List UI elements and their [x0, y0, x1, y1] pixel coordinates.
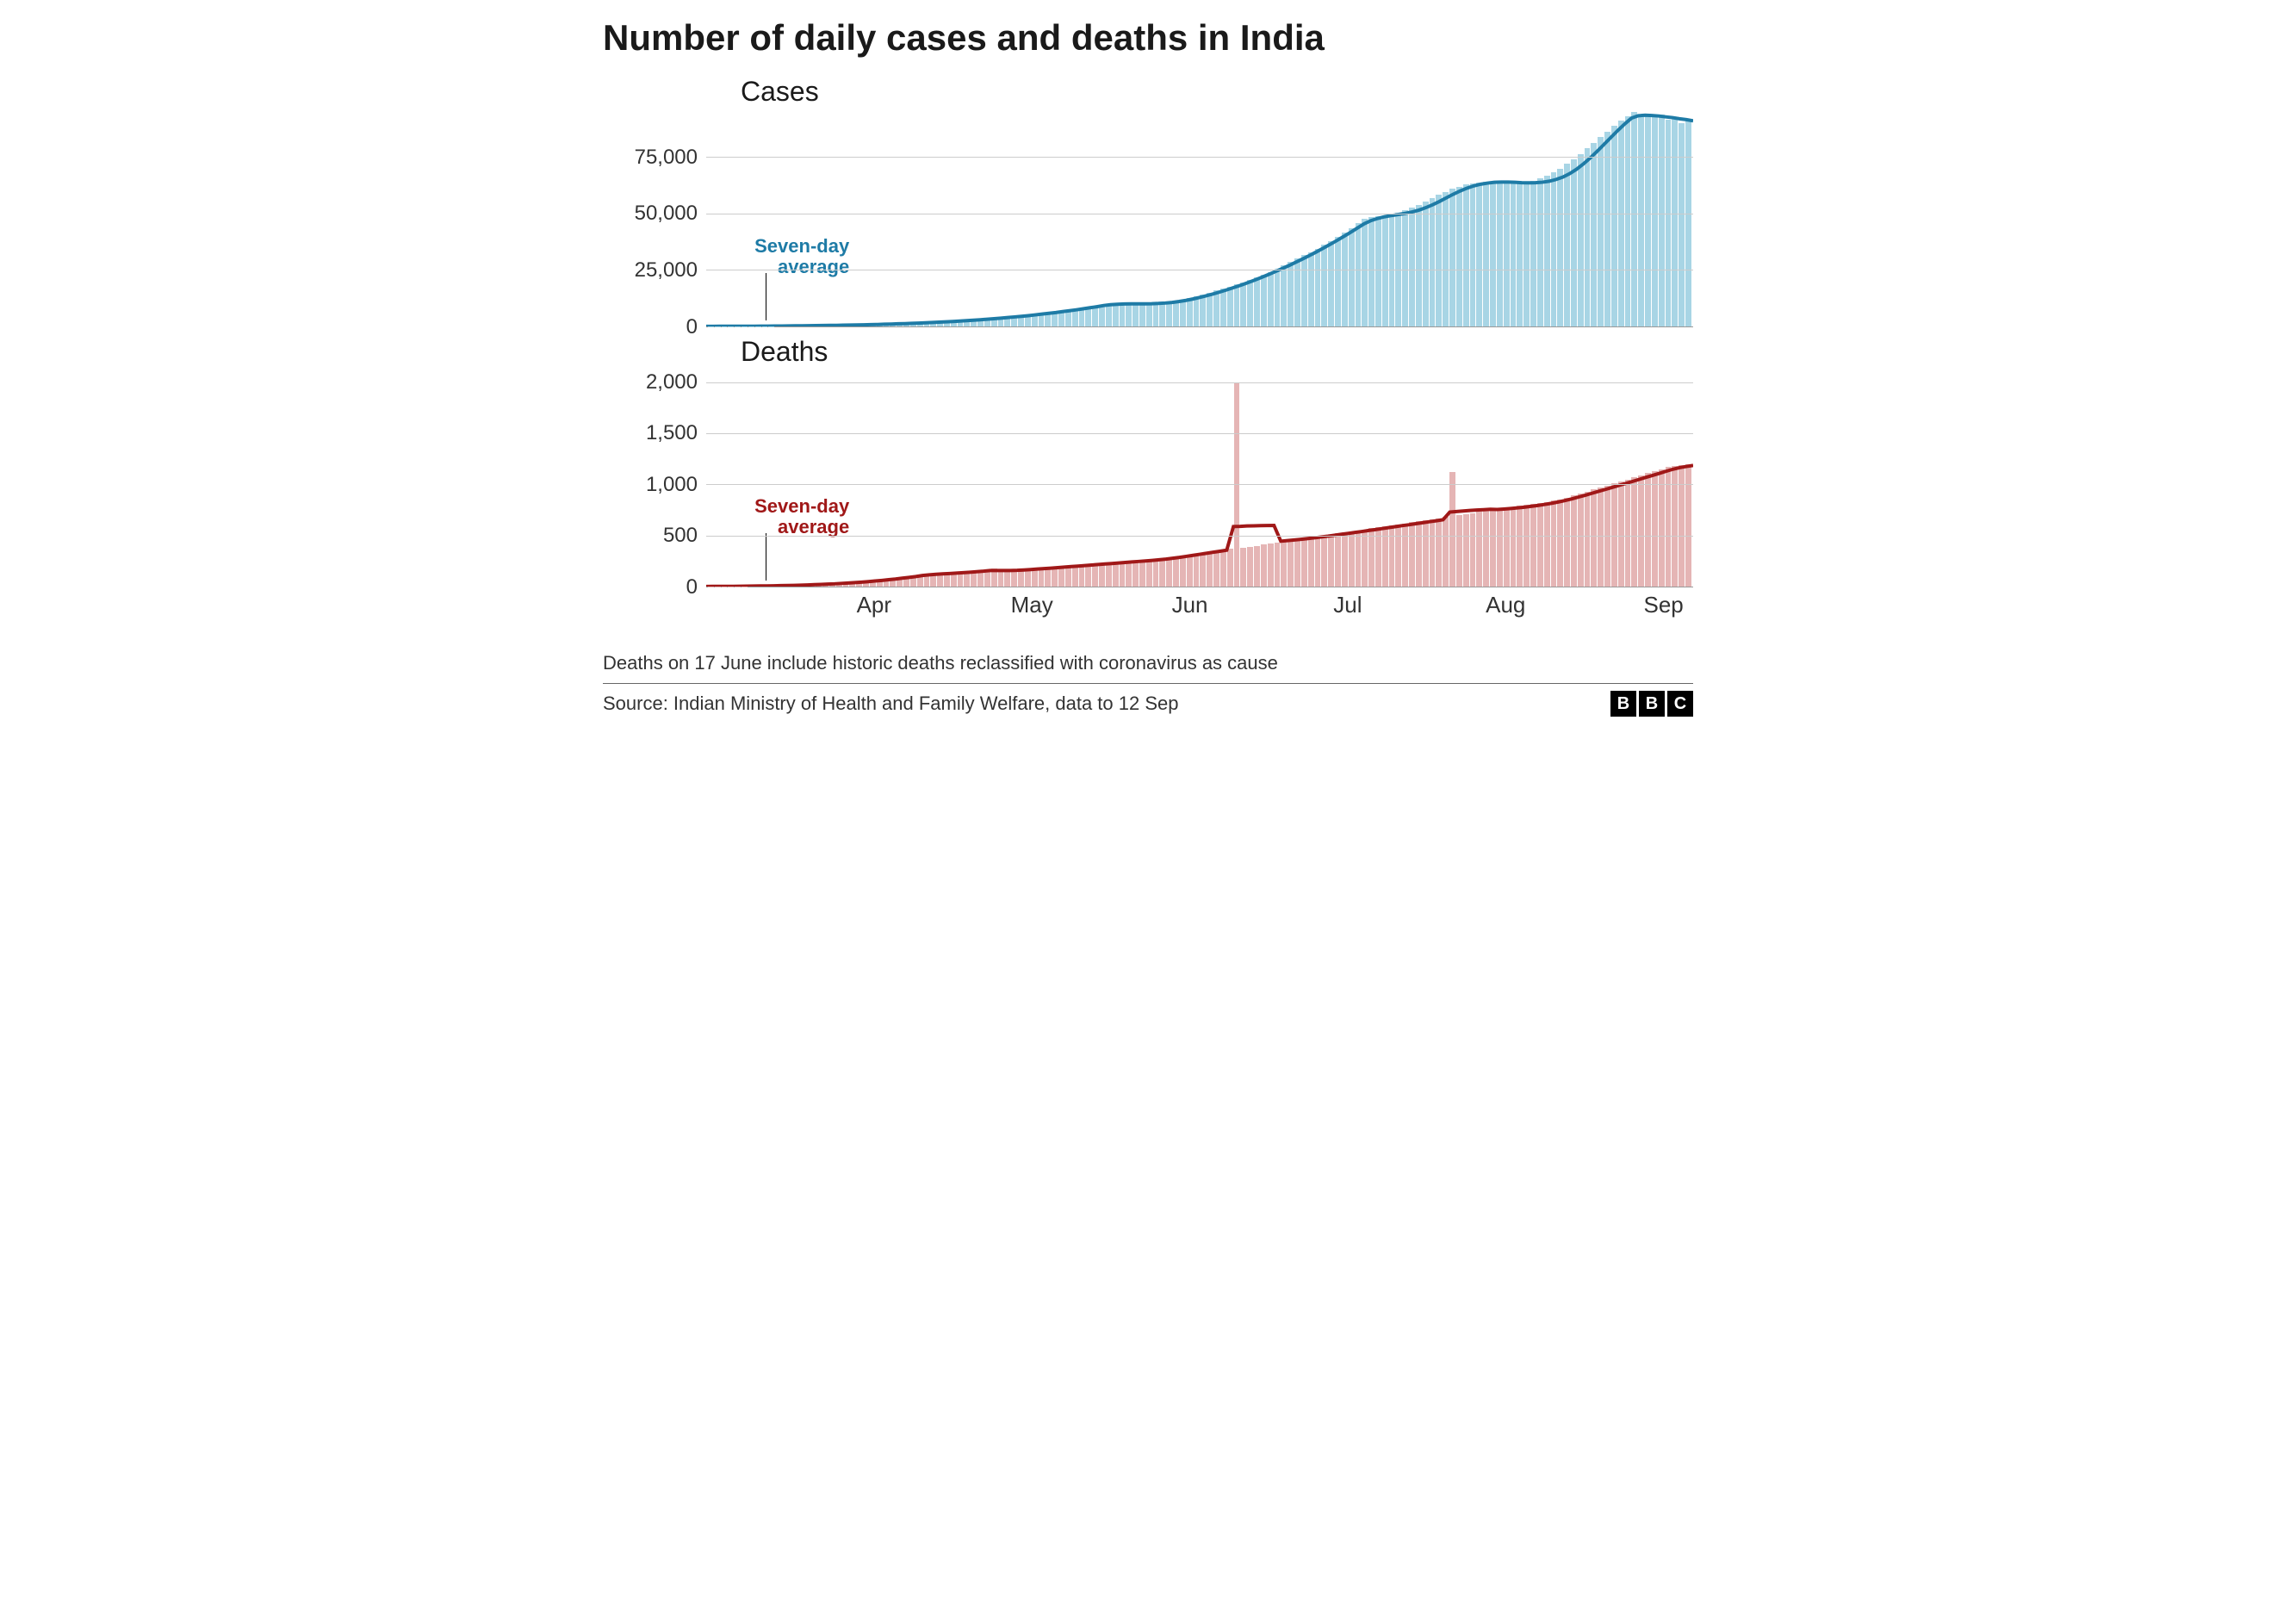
x-tick-label: Apr [857, 592, 891, 618]
deaths-subtitle: Deaths [741, 336, 1693, 368]
cases-subtitle: Cases [741, 76, 1693, 108]
x-axis: Apr May Jun Jul Aug Sep [706, 592, 1693, 626]
deaths-plot: Seven-day average [706, 372, 1693, 587]
cases-ytick-label: 50,000 [635, 202, 698, 226]
footer: Source: Indian Ministry of Health and Fa… [603, 691, 1693, 717]
deaths-gridline [706, 536, 1693, 537]
cases-plot: Seven-day average [706, 112, 1693, 327]
cases-ytick-label: 25,000 [635, 258, 698, 283]
chart-container: Number of daily cases and deaths in Indi… [603, 17, 1693, 717]
cases-annotation-text: Seven-day average [754, 235, 849, 277]
x-tick-label: Jun [1172, 592, 1208, 618]
deaths-ytick-label: 500 [663, 524, 698, 548]
x-tick-label: Sep [1643, 592, 1683, 618]
main-title: Number of daily cases and deaths in Indi… [603, 17, 1693, 59]
deaths-gridline [706, 382, 1693, 383]
cases-chart-area: 025,00050,00075,000 Seven-day average [603, 112, 1693, 327]
bbc-logo: BBC [1610, 691, 1693, 717]
deaths-line [706, 372, 1693, 587]
deaths-gridline [706, 484, 1693, 485]
deaths-annotation-text: Seven-day average [754, 495, 849, 537]
cases-line [706, 112, 1693, 326]
deaths-ytick-label: 1,000 [646, 473, 698, 497]
deaths-annotation: Seven-day average [702, 475, 849, 559]
cases-gridline [706, 157, 1693, 158]
x-tick-label: May [1011, 592, 1053, 618]
source-text: Source: Indian Ministry of Health and Fa… [603, 693, 1179, 715]
cases-y-axis: 025,00050,00075,000 [603, 112, 706, 327]
cases-avg-line [706, 115, 1693, 326]
deaths-ytick-label: 0 [686, 575, 698, 599]
note-text: Deaths on 17 June include historic death… [603, 652, 1693, 684]
deaths-chart: Deaths 0 500 1,000 1,500 2,000 Seven-day ave… [603, 336, 1693, 626]
deaths-chart-area: 05001,0001,5002,000 Seven-day average [603, 372, 1693, 587]
cases-chart: Cases 025,00050,00075,000 Seven-day aver… [603, 76, 1693, 327]
logo-letter: B [1610, 691, 1636, 717]
cases-annotation: Seven-day average [702, 215, 849, 299]
logo-letter: B [1639, 691, 1665, 717]
deaths-gridline [706, 433, 1693, 434]
cases-ytick-label: 75,000 [635, 146, 698, 170]
logo-letter: C [1667, 691, 1693, 717]
deaths-ytick-label: 2,000 [646, 370, 698, 394]
x-tick-label: Aug [1486, 592, 1525, 618]
deaths-y-axis: 05001,0001,5002,000 [603, 372, 706, 587]
deaths-ytick-label: 1,500 [646, 421, 698, 445]
x-tick-label: Jul [1333, 592, 1362, 618]
